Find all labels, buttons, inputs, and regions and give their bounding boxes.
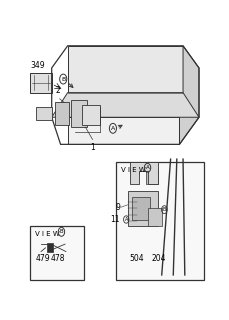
Polygon shape — [55, 102, 69, 124]
Text: 2: 2 — [56, 86, 60, 95]
Polygon shape — [180, 46, 199, 144]
Bar — [128, 191, 158, 226]
Text: A: A — [125, 217, 128, 222]
Text: V I E W: V I E W — [121, 166, 146, 172]
Text: 11: 11 — [111, 215, 120, 224]
Bar — [105, 122, 129, 137]
Bar — [146, 169, 158, 184]
Text: A: A — [111, 126, 115, 131]
Text: 1: 1 — [90, 143, 95, 152]
Text: 9: 9 — [115, 203, 120, 212]
Bar — [117, 162, 204, 280]
Text: 479: 479 — [36, 254, 50, 263]
Polygon shape — [52, 92, 199, 117]
Bar — [135, 120, 171, 140]
Text: 349: 349 — [30, 61, 45, 70]
Bar — [30, 226, 84, 280]
Bar — [30, 73, 52, 92]
Circle shape — [180, 95, 197, 120]
Polygon shape — [71, 100, 87, 127]
Text: V I E W: V I E W — [35, 231, 60, 236]
Circle shape — [59, 108, 68, 120]
Text: A: A — [146, 165, 149, 170]
Text: 204: 204 — [152, 254, 166, 263]
Polygon shape — [68, 117, 180, 144]
Bar — [47, 243, 53, 252]
Polygon shape — [68, 46, 183, 92]
Text: B: B — [61, 76, 65, 82]
Bar — [132, 197, 150, 220]
Polygon shape — [36, 108, 52, 120]
Text: B: B — [60, 229, 63, 234]
Text: 478: 478 — [51, 254, 65, 263]
Bar — [78, 120, 131, 140]
Text: 504: 504 — [129, 254, 144, 263]
Polygon shape — [82, 105, 100, 124]
Text: B: B — [163, 207, 166, 212]
Circle shape — [131, 165, 139, 178]
Bar — [147, 208, 162, 226]
Polygon shape — [130, 162, 158, 184]
Bar — [80, 122, 104, 137]
